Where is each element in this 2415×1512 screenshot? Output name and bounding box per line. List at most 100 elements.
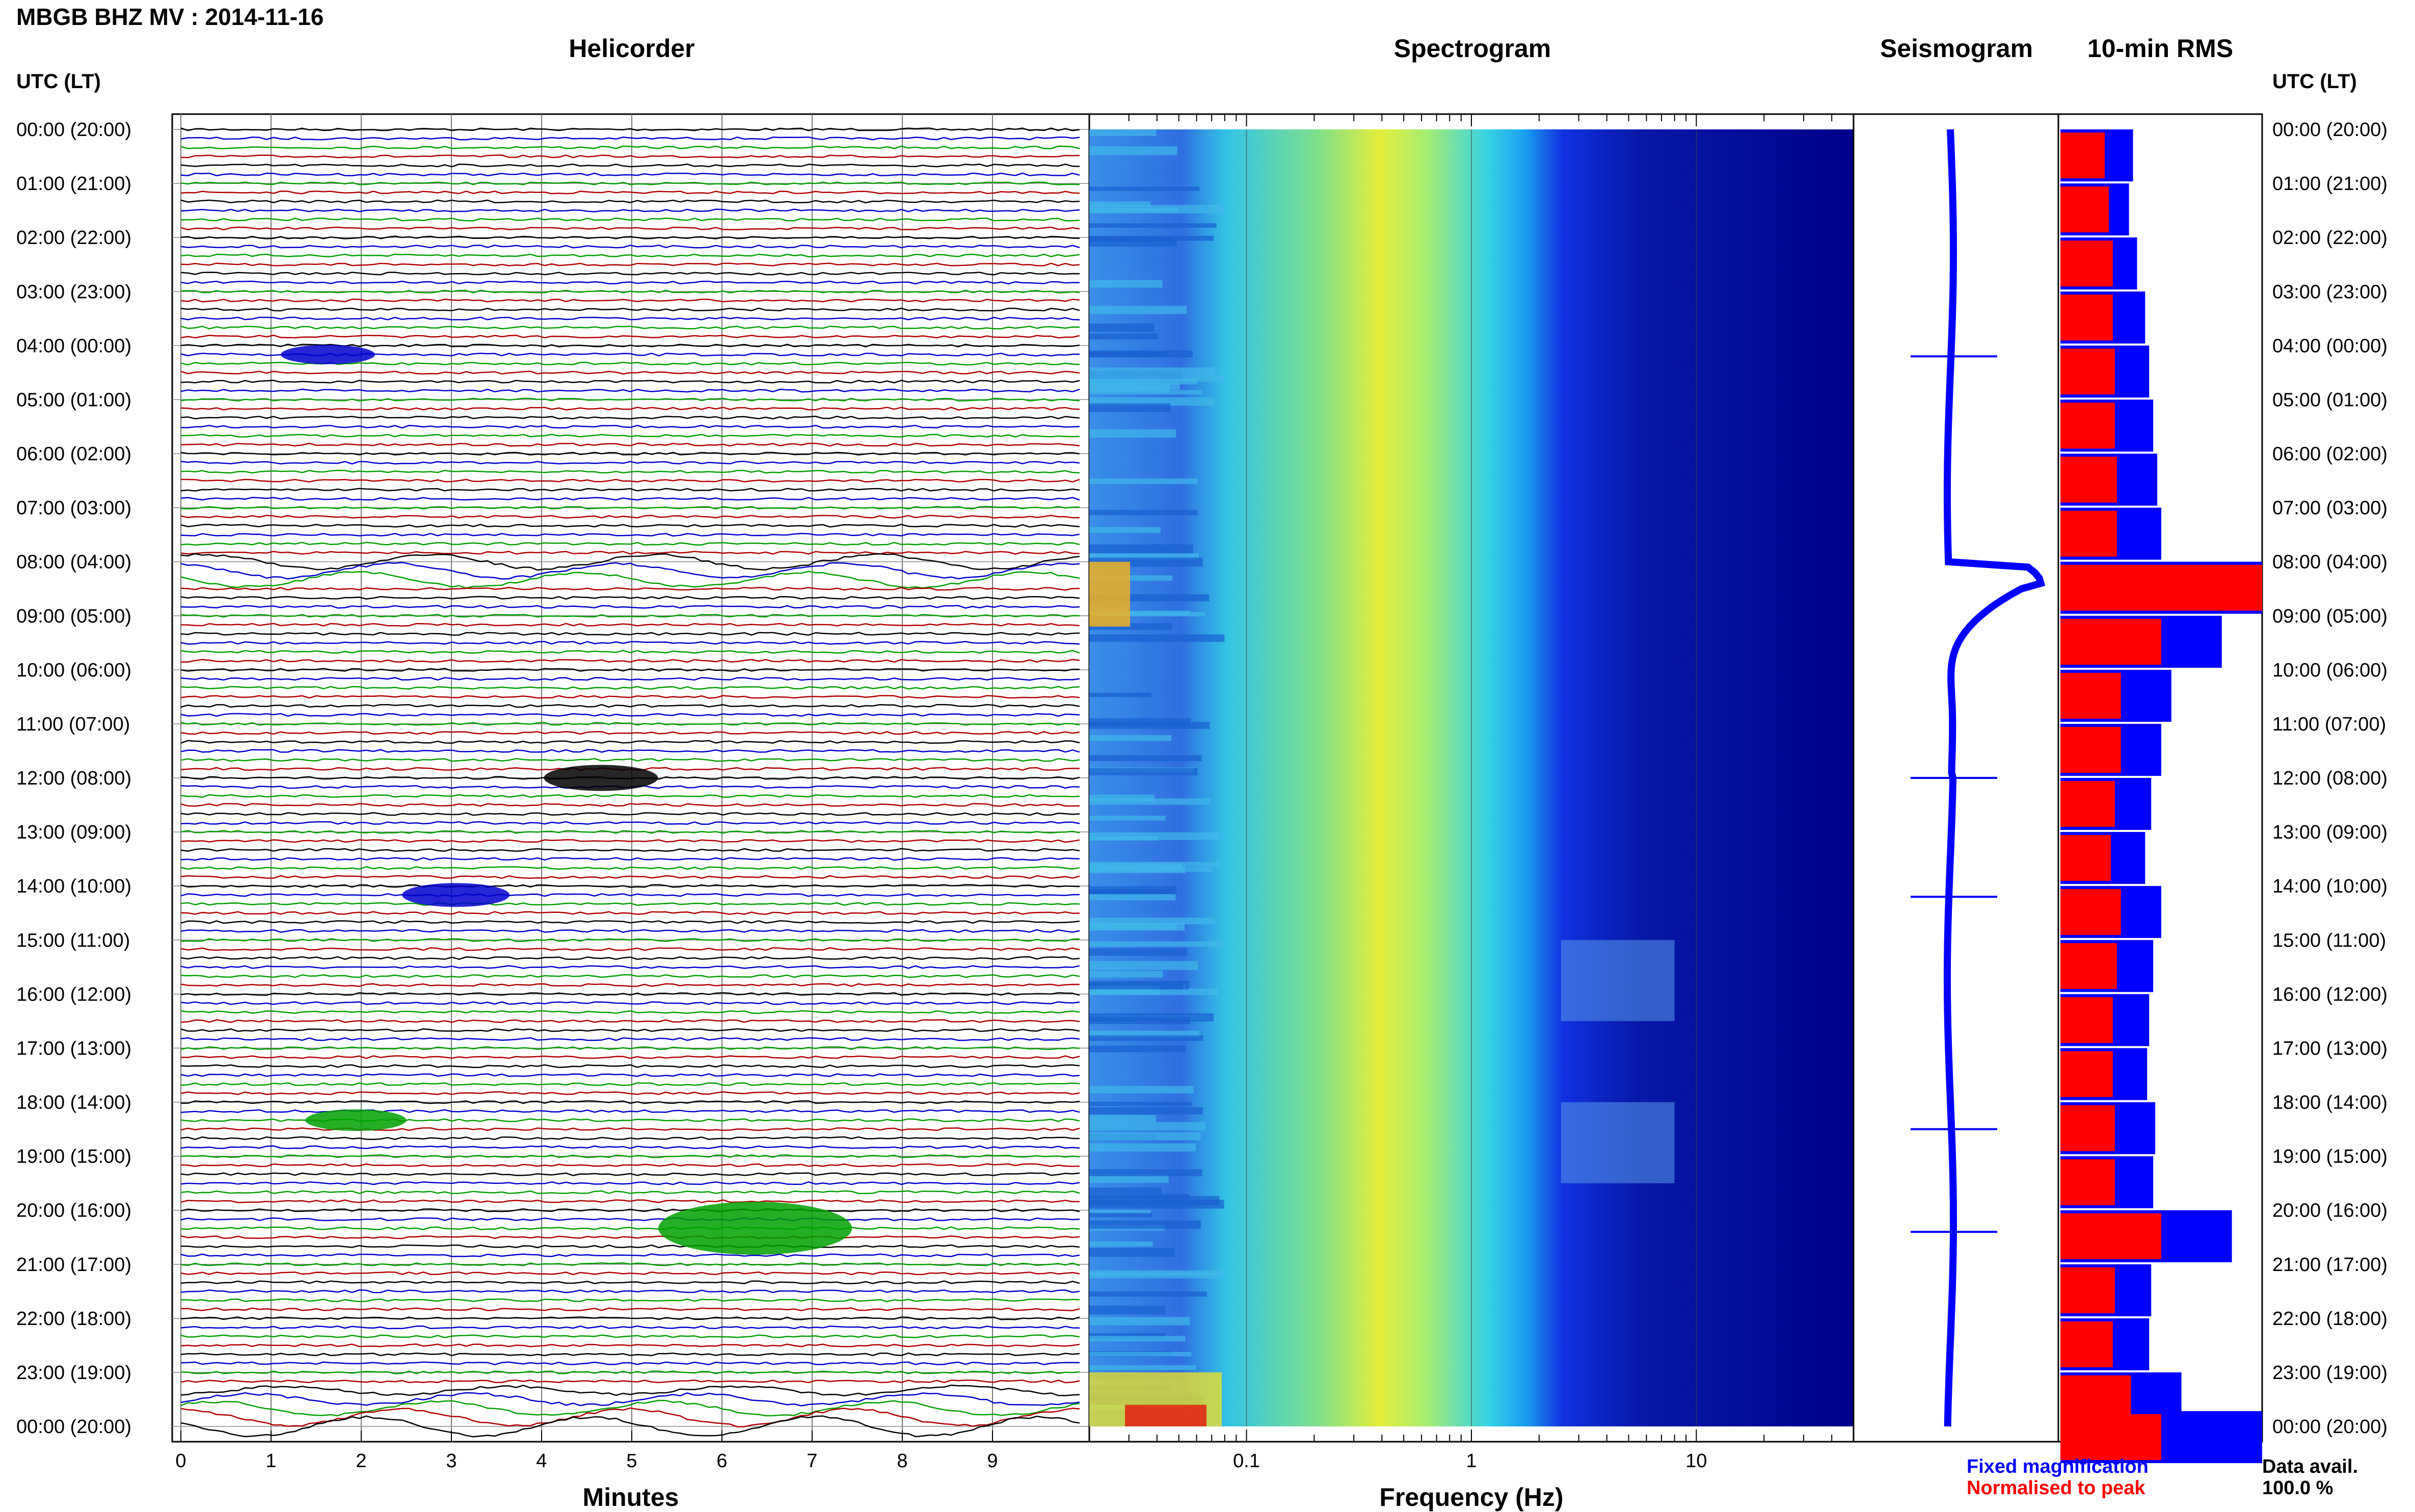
- y-tick-label-right: 17:00 (13:00): [2272, 1038, 2387, 1059]
- y-tick-label-left: 15:00 (11:00): [16, 930, 130, 951]
- spectrogram-band: [1089, 722, 1210, 729]
- helicorder-trace-line: [180, 686, 1080, 690]
- helicorder-trace-line: [180, 1163, 1080, 1167]
- y-tick-label-left: 12:00 (08:00): [16, 768, 131, 789]
- helicorder-trace-line: [180, 253, 1080, 258]
- spectrogram-x-label: Frequency (Hz): [1379, 1483, 1564, 1511]
- helicorder-trace-line: [180, 1384, 1080, 1397]
- spectrogram-band: [1089, 832, 1220, 840]
- spectrogram-band: [1089, 1352, 1192, 1357]
- helicorder-trace-line: [180, 1037, 1080, 1041]
- y-tick-label-right: 16:00 (12:00): [2272, 984, 2387, 1005]
- helicorder-trace-line: [180, 1190, 1080, 1195]
- y-tick-label-left: 01:00 (21:00): [16, 173, 131, 195]
- helicorder-trace-line: [180, 812, 1080, 816]
- helicorder-trace-line: [180, 596, 1080, 600]
- utc-label-right: UTC (LT): [2272, 70, 2357, 93]
- helicorder-event: [305, 1109, 407, 1131]
- spectrogram-band: [1089, 1306, 1165, 1315]
- helicorder-trace-line: [180, 380, 1080, 384]
- spectrogram-x-tick-label: 10: [1685, 1450, 1707, 1472]
- helicorder-trace-line: [180, 1181, 1080, 1185]
- helicorder-x-tick-label: 1: [265, 1450, 276, 1472]
- spectrogram-patch: [1561, 940, 1675, 1021]
- y-tick-label-left: 10:00 (06:00): [16, 660, 131, 681]
- helicorder-trace-line: [180, 532, 1080, 537]
- helicorder-trace-line: [180, 1226, 1080, 1230]
- helicorder-trace-line: [180, 893, 1080, 897]
- spectrogram-band: [1089, 403, 1171, 412]
- helicorder-trace-line: [180, 1154, 1080, 1158]
- spectrogram-band: [1089, 867, 1213, 872]
- spectrogram-band: [1089, 886, 1177, 895]
- helicorder-trace-line: [180, 713, 1080, 717]
- spectrogram-band: [1089, 983, 1183, 990]
- spectrogram-band: [1089, 1273, 1220, 1279]
- helicorder-trace-line: [180, 1019, 1080, 1023]
- y-tick-label-right: 21:00 (17:00): [2272, 1254, 2387, 1276]
- y-tick-label-right: 18:00 (14:00): [2272, 1092, 2387, 1114]
- rms-bar-normalised: [2060, 1051, 2113, 1097]
- spectrogram-x-axis: 0.1 1 10: [1089, 114, 1854, 1472]
- helicorder-trace-line: [180, 920, 1080, 924]
- spectrogram-band: [1089, 129, 1157, 136]
- spectrogram-band: [1089, 240, 1177, 247]
- helicorder-trace-line: [180, 127, 1080, 131]
- seismogram-title: Seismogram: [1880, 34, 2033, 63]
- helicorder-trace-line: [180, 650, 1080, 654]
- spectrogram-band: [1089, 333, 1158, 340]
- helicorder-trace-line: [180, 262, 1080, 266]
- y-tick-label-left: 16:00 (12:00): [16, 984, 131, 1005]
- legend-normalised-to-peak: Normalised to peak: [1967, 1477, 2145, 1499]
- y-tick-label-left: 23:00 (19:00): [16, 1362, 131, 1384]
- rms-bar-normalised: [2060, 997, 2113, 1043]
- helicorder-trace-line: [180, 289, 1080, 293]
- helicorder-trace-line: [180, 505, 1080, 510]
- helicorder-x-tick-label: 4: [536, 1450, 547, 1472]
- rms-bar-normalised: [2060, 240, 2113, 287]
- helicorder-trace-line: [180, 307, 1080, 312]
- y-tick-label-left: 20:00 (16:00): [16, 1200, 131, 1222]
- helicorder-trace-line: [180, 641, 1080, 645]
- helicorder-trace-line: [180, 929, 1080, 933]
- helicorder-trace-line: [180, 226, 1080, 231]
- helicorder-x-tick-label: 0: [175, 1450, 186, 1472]
- helicorder-trace-line: [180, 478, 1080, 483]
- helicorder-trace-line: [180, 1271, 1080, 1276]
- rms-bar-normalised: [2060, 510, 2117, 557]
- spectrogram-band: [1089, 1333, 1165, 1339]
- helicorder-trace-line: [180, 731, 1080, 735]
- helicorder-trace-line: [180, 1208, 1080, 1212]
- helicorder-trace-line: [180, 1172, 1080, 1176]
- spectrogram-band: [1089, 1132, 1201, 1141]
- helicorder-trace-line: [180, 334, 1080, 339]
- helicorder-trace-line: [180, 1064, 1080, 1068]
- spectrogram-band: [1089, 768, 1198, 775]
- spectrogram-band: [1089, 794, 1155, 801]
- helicorder-trace-line: [180, 571, 1080, 589]
- y-tick-label-left: 07:00 (03:00): [16, 498, 131, 519]
- helicorder-trace-line: [180, 632, 1080, 636]
- y-tick-label-left: 18:00 (14:00): [16, 1092, 131, 1114]
- spectrogram-band: [1089, 1212, 1152, 1218]
- helicorder-trace-line: [180, 1082, 1080, 1086]
- y-tick-label-left: 08:00 (04:00): [16, 552, 131, 573]
- spectrogram-band: [1089, 923, 1177, 930]
- spectrogram-band: [1089, 1241, 1153, 1247]
- helicorder-trace-line: [180, 1244, 1080, 1249]
- helicorder-trace-line: [180, 1136, 1080, 1140]
- spectrogram-band: [1089, 236, 1173, 241]
- helicorder-x-tick-label: 9: [987, 1450, 998, 1472]
- y-tick-label-left: 04:00 (00:00): [16, 335, 131, 357]
- helicorder-trace-line: [180, 407, 1080, 411]
- helicorder-trace-line: [180, 677, 1080, 681]
- helicorder-title: Helicorder: [569, 34, 695, 63]
- spectrogram-band: [1089, 575, 1173, 581]
- spectrogram-band: [1089, 429, 1176, 438]
- rms-bar-normalised: [2060, 1267, 2115, 1313]
- spectrogram-band: [1089, 1317, 1190, 1326]
- helicorder-trace-line: [180, 722, 1080, 726]
- helicorder-trace-line: [180, 280, 1080, 285]
- helicorder-trace-line: [180, 553, 1080, 571]
- helicorder-trace-line: [180, 902, 1080, 906]
